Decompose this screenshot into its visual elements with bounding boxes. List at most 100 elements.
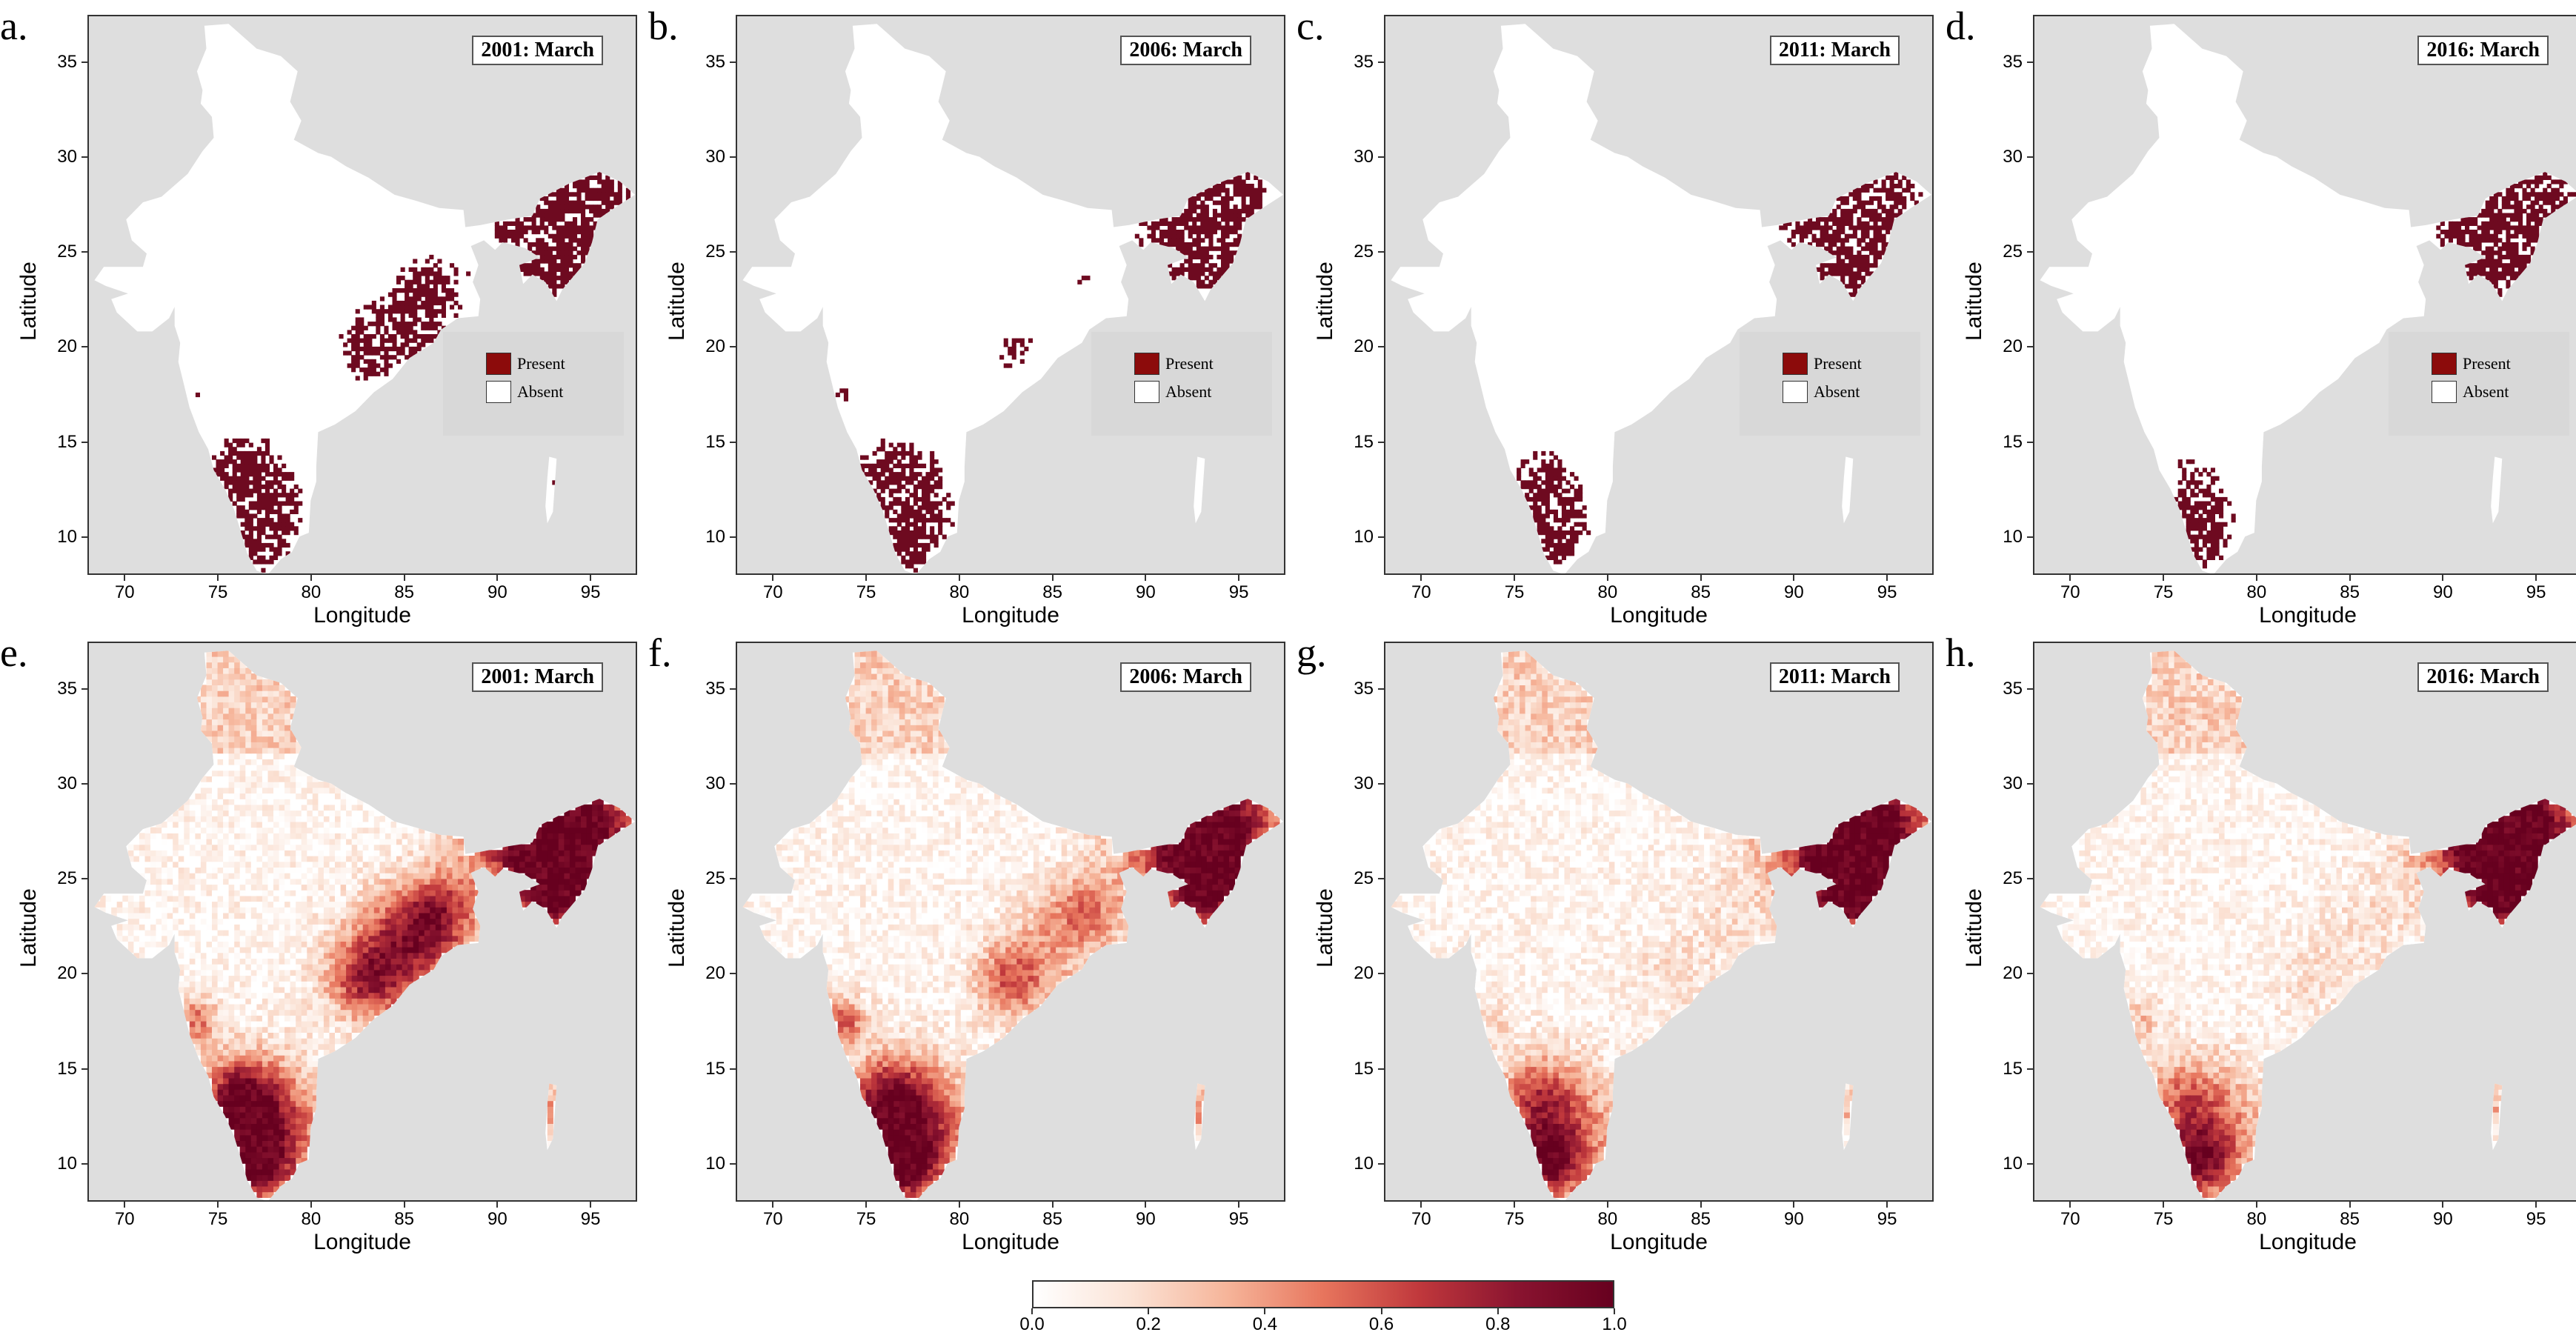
colorbar <box>1032 1280 1614 1308</box>
panel-title-b: 2006: March <box>1120 36 1251 65</box>
panel-letter-f: f. <box>648 630 672 675</box>
legend-present-icon <box>1134 353 1159 375</box>
y-tick-label: 20 <box>2003 336 2023 357</box>
x-tick-mark <box>1700 575 1702 581</box>
y-tick-mark <box>2027 61 2033 64</box>
panel-title-a: 2001: March <box>472 36 603 65</box>
panel-letter-a: a. <box>0 4 28 48</box>
y-tick-label: 15 <box>705 1058 725 1079</box>
y-tick-label: 10 <box>705 526 725 547</box>
x-tick-mark <box>2349 575 2351 581</box>
x-tick-mark <box>217 1202 219 1208</box>
y-tick-label: 20 <box>1354 963 1374 984</box>
y-tick-mark <box>81 61 87 64</box>
map-panel-b: 2006: March Present Absent <box>736 15 1285 575</box>
y-tick-label: 25 <box>705 242 725 262</box>
y-tick-mark <box>81 973 87 975</box>
map-svg-b <box>742 24 1283 573</box>
colorbar-tick-mark <box>1148 1308 1150 1314</box>
x-tick-label: 75 <box>1504 582 1525 602</box>
legend-d: Present Absent <box>2389 332 2569 436</box>
x-tick-label: 75 <box>856 582 876 602</box>
panel-letter-d: d. <box>1946 4 1976 48</box>
panel-letter-h: h. <box>1946 630 1976 675</box>
x-tick-mark <box>1145 575 1147 581</box>
x-axis-label: Longitude <box>962 603 1059 628</box>
y-tick-mark <box>1378 441 1384 443</box>
legend-absent-icon <box>1134 381 1159 403</box>
y-tick-mark <box>1378 688 1384 690</box>
x-tick-label: 75 <box>1504 1209 1525 1229</box>
colorbar-tick-label: 0.8 <box>1485 1314 1511 1334</box>
x-tick-mark <box>865 575 868 581</box>
panel-title-e: 2001: March <box>472 662 603 692</box>
y-tick-label: 15 <box>2003 1058 2023 1079</box>
panel-letter-b: b. <box>648 4 679 48</box>
india-landmass <box>1391 24 1931 573</box>
colorbar-tick-mark <box>1614 1308 1615 1314</box>
india-landmass <box>2040 24 2576 573</box>
y-tick-label: 25 <box>705 868 725 889</box>
y-tick-label: 20 <box>705 963 725 984</box>
y-tick-mark <box>81 688 87 690</box>
x-tick-label: 90 <box>1135 582 1156 602</box>
x-tick-mark <box>1420 1202 1422 1208</box>
y-tick-mark <box>730 441 736 443</box>
x-tick-mark <box>310 1202 312 1208</box>
y-tick-mark <box>730 973 736 975</box>
x-axis-label: Longitude <box>962 1230 1059 1254</box>
legend-present-label: Present <box>1814 354 1862 373</box>
x-tick-label: 90 <box>487 1209 507 1229</box>
y-tick-label: 15 <box>57 431 77 452</box>
probability-cells <box>1391 650 1928 1198</box>
y-tick-label: 25 <box>57 868 77 889</box>
x-tick-mark <box>1606 575 1608 581</box>
x-tick-label: 90 <box>2432 1209 2453 1229</box>
map-panel-e: 2001: March <box>87 642 637 1202</box>
colorbar-tick-mark <box>1497 1308 1499 1314</box>
y-tick-mark <box>1378 783 1384 785</box>
y-tick-label: 35 <box>1354 679 1374 699</box>
panel-title-d: 2016: March <box>2417 36 2549 65</box>
x-tick-mark <box>1793 575 1795 581</box>
colorbar-tick-label: 1.0 <box>1602 1314 1627 1334</box>
y-tick-label: 25 <box>1354 242 1374 262</box>
map-svg-f <box>742 650 1283 1200</box>
x-tick-mark <box>2535 575 2537 581</box>
legend-present-label: Present <box>1165 354 1214 373</box>
x-tick-mark <box>496 1202 499 1208</box>
y-tick-mark <box>81 1068 87 1070</box>
y-tick-label: 35 <box>57 52 77 73</box>
y-tick-mark <box>81 536 87 538</box>
y-tick-mark <box>1378 878 1384 880</box>
y-tick-label: 15 <box>57 1058 77 1079</box>
y-tick-label: 10 <box>57 526 77 547</box>
y-tick-label: 15 <box>705 431 725 452</box>
y-tick-mark <box>2027 783 2033 785</box>
x-tick-mark <box>2255 575 2257 581</box>
y-tick-mark <box>1378 61 1384 64</box>
colorbar-tick-label: 0.0 <box>1019 1314 1045 1334</box>
x-tick-label: 95 <box>2526 582 2546 602</box>
y-tick-label: 15 <box>1354 1058 1374 1079</box>
y-tick-mark <box>730 251 736 253</box>
y-tick-label: 20 <box>1354 336 1374 357</box>
y-tick-mark <box>2027 1068 2033 1070</box>
y-tick-label: 30 <box>1354 147 1374 167</box>
x-tick-label: 75 <box>207 1209 228 1229</box>
x-tick-label: 90 <box>1783 582 1804 602</box>
y-tick-mark <box>81 156 87 159</box>
y-tick-mark <box>81 346 87 348</box>
y-tick-mark <box>730 1068 736 1070</box>
x-tick-mark <box>865 1202 868 1208</box>
y-tick-label: 30 <box>2003 147 2023 167</box>
legend-present-icon <box>486 353 511 375</box>
y-tick-mark <box>81 251 87 253</box>
panel-title-f: 2006: March <box>1120 662 1251 692</box>
probability-cells <box>94 650 632 1198</box>
y-axis-label: Latitude <box>1962 262 1986 341</box>
y-tick-label: 25 <box>2003 242 2023 262</box>
x-tick-label: 80 <box>301 1209 322 1229</box>
x-tick-label: 90 <box>487 582 507 602</box>
x-tick-label: 80 <box>1597 582 1618 602</box>
